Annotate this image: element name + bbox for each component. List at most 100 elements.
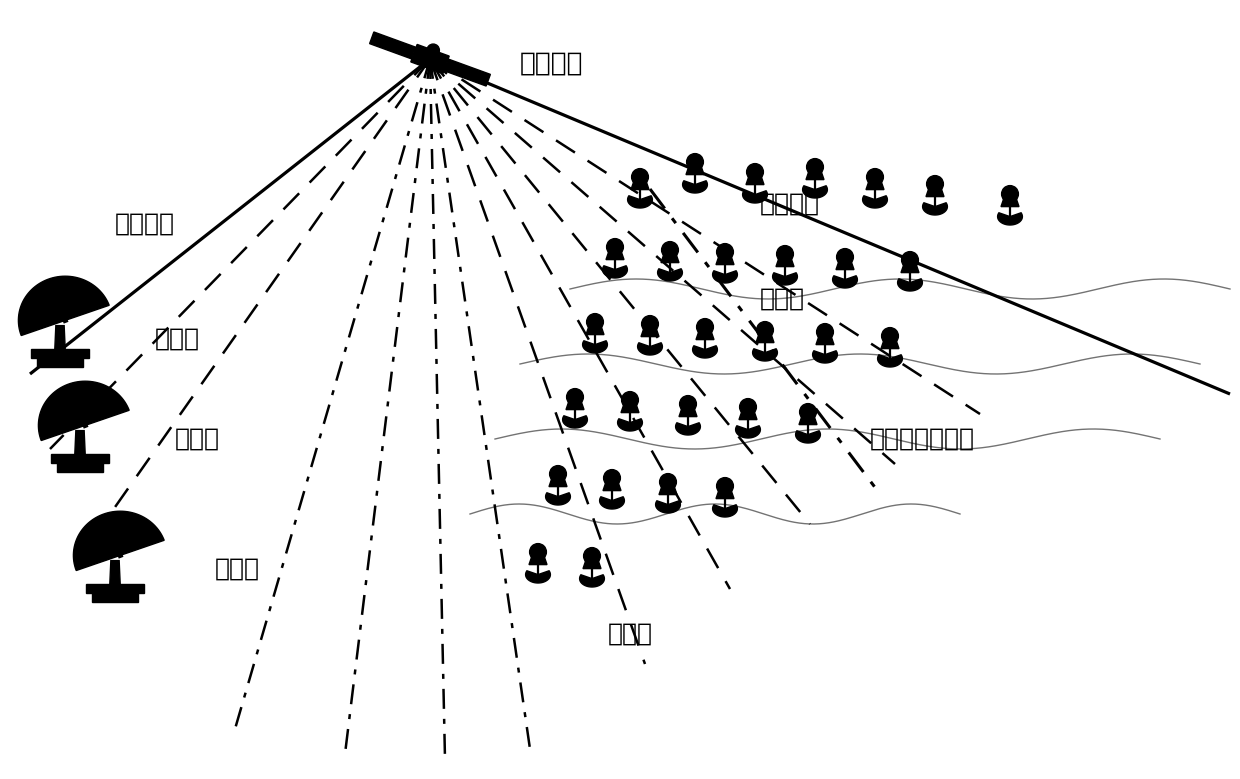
Polygon shape [37, 358, 83, 367]
Polygon shape [796, 431, 821, 443]
Text: 用户链路: 用户链路 [760, 192, 820, 216]
Circle shape [746, 164, 764, 181]
Circle shape [660, 474, 676, 491]
Polygon shape [55, 326, 66, 349]
Polygon shape [776, 259, 794, 266]
Polygon shape [901, 265, 919, 273]
Polygon shape [31, 349, 88, 358]
Polygon shape [696, 332, 714, 340]
Text: 馈电链路: 馈电链路 [115, 212, 175, 236]
Circle shape [621, 392, 639, 408]
Circle shape [1002, 185, 1018, 203]
Circle shape [901, 252, 919, 269]
Polygon shape [880, 341, 899, 348]
Polygon shape [657, 269, 682, 281]
Circle shape [717, 478, 733, 495]
Circle shape [739, 399, 756, 415]
Circle shape [837, 249, 853, 266]
Polygon shape [444, 59, 490, 86]
Circle shape [680, 396, 697, 412]
Polygon shape [658, 487, 677, 495]
Polygon shape [38, 381, 129, 440]
Polygon shape [627, 196, 652, 208]
Polygon shape [773, 273, 797, 285]
Polygon shape [923, 203, 947, 215]
Polygon shape [756, 335, 774, 343]
Polygon shape [682, 181, 707, 193]
Circle shape [806, 159, 823, 175]
Polygon shape [998, 213, 1023, 225]
Polygon shape [715, 491, 734, 499]
Circle shape [604, 470, 620, 486]
Polygon shape [656, 501, 681, 513]
Circle shape [567, 389, 583, 405]
Polygon shape [110, 561, 120, 584]
Polygon shape [529, 557, 547, 565]
Polygon shape [546, 493, 570, 505]
Polygon shape [603, 266, 627, 278]
Polygon shape [1001, 199, 1019, 206]
Polygon shape [51, 454, 109, 464]
Circle shape [926, 175, 944, 192]
Polygon shape [676, 423, 701, 435]
Polygon shape [715, 257, 734, 265]
Polygon shape [618, 419, 642, 431]
Circle shape [427, 44, 439, 56]
Polygon shape [583, 340, 608, 353]
Polygon shape [621, 405, 639, 413]
Polygon shape [866, 182, 884, 189]
Circle shape [587, 314, 604, 330]
Polygon shape [73, 511, 164, 570]
Circle shape [867, 168, 883, 185]
Polygon shape [526, 571, 551, 583]
Circle shape [717, 244, 733, 260]
Text: 信关站: 信关站 [175, 427, 219, 451]
Polygon shape [746, 177, 764, 185]
Polygon shape [816, 337, 835, 344]
Polygon shape [600, 497, 625, 509]
Polygon shape [693, 346, 718, 358]
Polygon shape [587, 327, 604, 335]
Polygon shape [812, 351, 837, 363]
Text: 地面站: 地面站 [608, 622, 652, 646]
Polygon shape [74, 431, 86, 454]
Polygon shape [836, 262, 854, 270]
Text: 多波束覆盖区域: 多波束覆盖区域 [870, 427, 975, 451]
Polygon shape [713, 505, 738, 517]
Polygon shape [579, 575, 604, 587]
Polygon shape [370, 32, 415, 59]
Polygon shape [631, 182, 649, 189]
Circle shape [641, 315, 658, 333]
Polygon shape [641, 329, 658, 337]
Circle shape [549, 466, 567, 482]
Circle shape [687, 153, 703, 171]
Polygon shape [549, 479, 567, 487]
Polygon shape [583, 561, 601, 569]
Circle shape [776, 245, 794, 263]
Circle shape [800, 404, 816, 421]
Polygon shape [739, 412, 756, 420]
Circle shape [584, 548, 600, 565]
Circle shape [631, 168, 649, 185]
Circle shape [529, 544, 547, 560]
Polygon shape [802, 185, 827, 198]
Text: 信关站: 信关站 [155, 327, 200, 351]
Polygon shape [92, 594, 139, 602]
Circle shape [756, 322, 774, 338]
Circle shape [662, 241, 678, 259]
Polygon shape [410, 44, 449, 73]
Polygon shape [832, 276, 857, 288]
Polygon shape [799, 417, 817, 425]
Polygon shape [806, 172, 825, 180]
Polygon shape [753, 349, 777, 361]
Polygon shape [563, 416, 588, 428]
Polygon shape [606, 252, 624, 259]
Polygon shape [735, 426, 760, 438]
Polygon shape [565, 402, 584, 410]
Polygon shape [743, 191, 768, 203]
Polygon shape [898, 279, 923, 291]
Polygon shape [926, 189, 944, 196]
Polygon shape [87, 584, 144, 594]
Polygon shape [637, 343, 662, 355]
Polygon shape [878, 354, 903, 367]
